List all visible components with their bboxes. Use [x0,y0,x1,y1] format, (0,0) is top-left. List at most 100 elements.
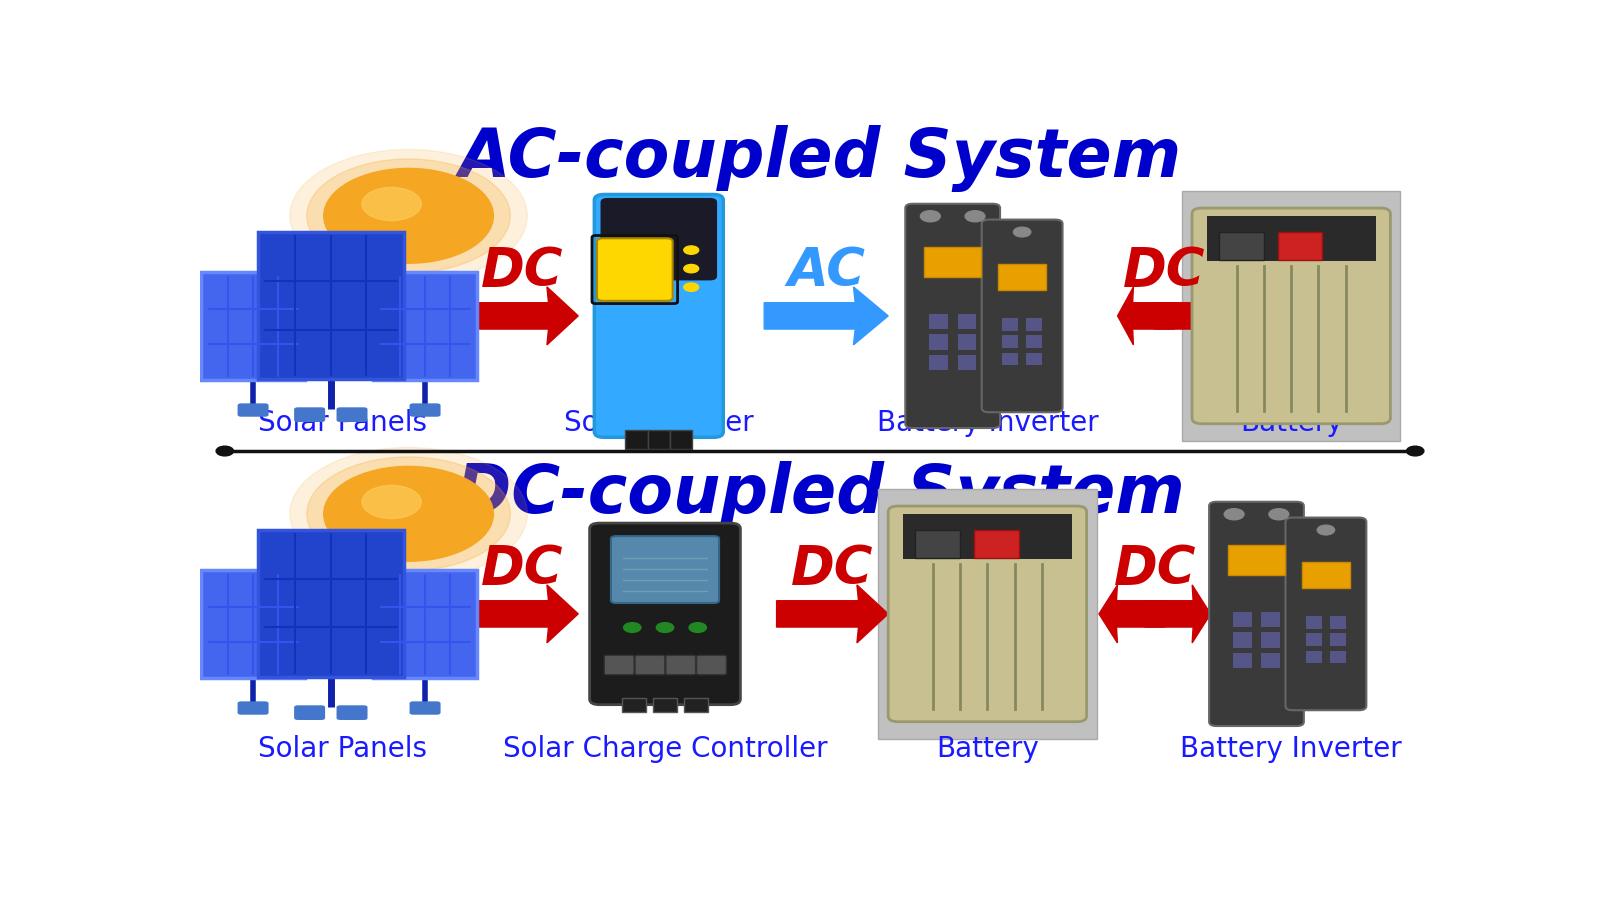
FancyArrow shape [1146,585,1211,643]
FancyBboxPatch shape [237,701,269,715]
FancyBboxPatch shape [1182,191,1400,441]
Bar [1026,319,1042,330]
FancyBboxPatch shape [998,265,1046,290]
FancyBboxPatch shape [696,655,726,675]
FancyBboxPatch shape [590,523,741,705]
Text: Solar Panels: Solar Panels [258,410,427,437]
Bar [1261,653,1280,669]
Bar [648,429,670,449]
FancyBboxPatch shape [237,403,269,417]
FancyBboxPatch shape [611,536,718,603]
FancyBboxPatch shape [1192,208,1390,424]
Circle shape [290,447,528,580]
Text: DC: DC [1123,245,1205,297]
FancyBboxPatch shape [410,403,440,417]
Bar [1261,633,1280,648]
Bar [930,356,947,371]
Circle shape [216,446,234,456]
Circle shape [1013,227,1030,237]
FancyBboxPatch shape [1302,562,1350,588]
FancyBboxPatch shape [294,408,325,422]
FancyBboxPatch shape [635,655,666,675]
FancyBboxPatch shape [1210,502,1304,726]
Text: Solar Inverter: Solar Inverter [563,410,754,437]
Circle shape [683,246,699,254]
FancyBboxPatch shape [373,571,477,679]
FancyArrow shape [776,585,888,643]
Circle shape [1224,508,1245,520]
FancyArrow shape [467,287,578,345]
FancyBboxPatch shape [605,655,634,675]
Text: DC-coupled System: DC-coupled System [456,462,1184,528]
Bar [958,335,976,349]
Bar [1261,612,1280,626]
Text: DC: DC [482,245,563,297]
FancyBboxPatch shape [1285,518,1366,710]
Bar [683,698,709,712]
FancyBboxPatch shape [982,220,1062,412]
FancyBboxPatch shape [202,571,306,679]
FancyArrow shape [1154,287,1211,345]
FancyBboxPatch shape [666,655,696,675]
Bar [930,313,947,328]
FancyBboxPatch shape [258,231,403,379]
FancyBboxPatch shape [410,701,440,715]
Bar [1278,232,1323,260]
Bar [621,698,646,712]
Text: DC: DC [790,543,874,595]
Bar [1002,336,1018,348]
Bar [653,698,677,712]
FancyBboxPatch shape [294,706,325,720]
FancyArrow shape [1099,585,1165,643]
Circle shape [965,211,986,221]
FancyBboxPatch shape [600,198,717,281]
Bar [974,530,1019,558]
Text: Battery: Battery [936,735,1038,763]
FancyBboxPatch shape [878,490,1096,739]
Circle shape [307,457,510,571]
Bar [670,429,693,449]
Bar [1306,634,1322,646]
Circle shape [690,623,707,633]
Text: DC: DC [1114,543,1197,595]
FancyBboxPatch shape [597,238,672,301]
FancyArrow shape [765,287,888,345]
Text: AC: AC [787,245,866,297]
Circle shape [362,485,421,518]
FancyBboxPatch shape [336,408,368,422]
FancyArrow shape [467,585,578,643]
Bar [1330,651,1346,663]
Text: DC: DC [482,543,563,595]
FancyBboxPatch shape [902,515,1072,560]
Bar [1232,653,1251,669]
Bar [626,429,648,449]
FancyArrow shape [1117,287,1174,345]
Bar [930,335,947,349]
Text: Solar Charge Controller: Solar Charge Controller [502,735,827,763]
Bar [1232,612,1251,626]
Circle shape [624,623,642,633]
Circle shape [683,283,699,292]
Bar [1330,634,1346,646]
FancyBboxPatch shape [594,194,723,437]
FancyBboxPatch shape [923,247,981,277]
Text: Battery: Battery [1240,410,1342,437]
FancyBboxPatch shape [888,506,1086,722]
FancyBboxPatch shape [906,203,1000,428]
FancyBboxPatch shape [373,273,477,381]
Text: Battery Inverter: Battery Inverter [877,410,1098,437]
FancyBboxPatch shape [258,529,403,677]
Circle shape [323,168,493,263]
Bar [1330,616,1346,628]
Bar [1306,651,1322,663]
Circle shape [307,159,510,273]
Bar [1026,336,1042,348]
Text: Solar Panels: Solar Panels [258,735,427,763]
Bar [915,530,960,558]
Circle shape [290,149,528,283]
Bar [1002,319,1018,330]
FancyBboxPatch shape [1206,216,1376,261]
Circle shape [656,623,674,633]
Circle shape [362,187,421,220]
Text: Battery Inverter: Battery Inverter [1181,735,1402,763]
